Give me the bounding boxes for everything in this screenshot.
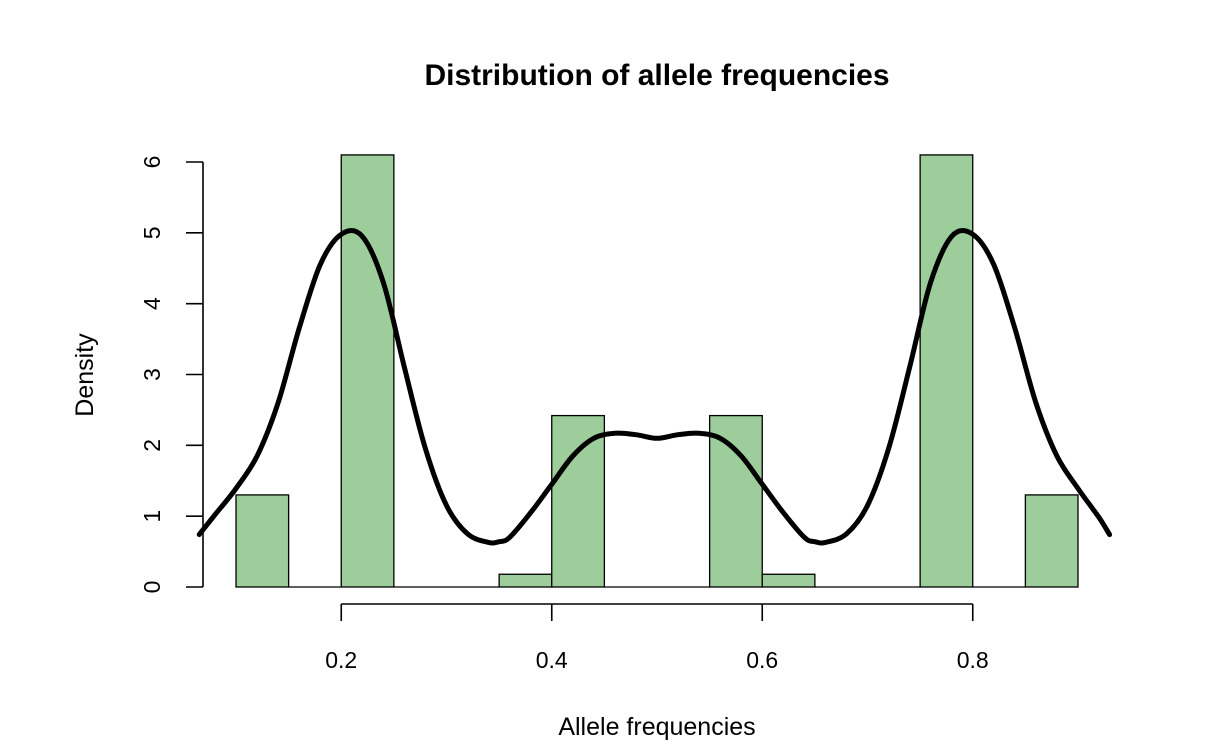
histogram-bar	[498, 573, 553, 588]
y-tick-label: 5	[139, 226, 165, 239]
density-curve	[196, 228, 1113, 546]
histogram-bar	[340, 154, 395, 588]
y-axis: 0 1 2 3 4 5 6	[139, 156, 204, 594]
x-tick-label: 0.8	[957, 647, 989, 673]
y-tick-label: 3	[139, 368, 165, 381]
y-tick-label: 1	[139, 510, 165, 523]
x-tick-label: 0.4	[536, 647, 568, 673]
y-tick-label: 6	[139, 156, 165, 169]
histogram-bars	[235, 154, 1079, 588]
y-tick-label: 4	[139, 297, 165, 310]
y-tick-label: 0	[139, 581, 165, 594]
histogram-bar	[708, 414, 763, 588]
histogram-bar	[235, 494, 290, 588]
histogram-bar	[551, 414, 606, 588]
chart-title: Distribution of allele frequencies	[424, 59, 889, 92]
x-axis-label: Allele frequencies	[558, 713, 755, 741]
histogram-bar	[1024, 494, 1079, 588]
x-tick-label: 0.2	[325, 647, 357, 673]
x-tick-label: 0.6	[746, 647, 778, 673]
y-tick-label: 2	[139, 439, 165, 452]
y-axis-label: Density	[71, 333, 99, 417]
x-axis: 0.2 0.4 0.6 0.8	[325, 603, 989, 673]
histogram-bar	[919, 154, 974, 588]
histogram-bar	[761, 573, 816, 588]
